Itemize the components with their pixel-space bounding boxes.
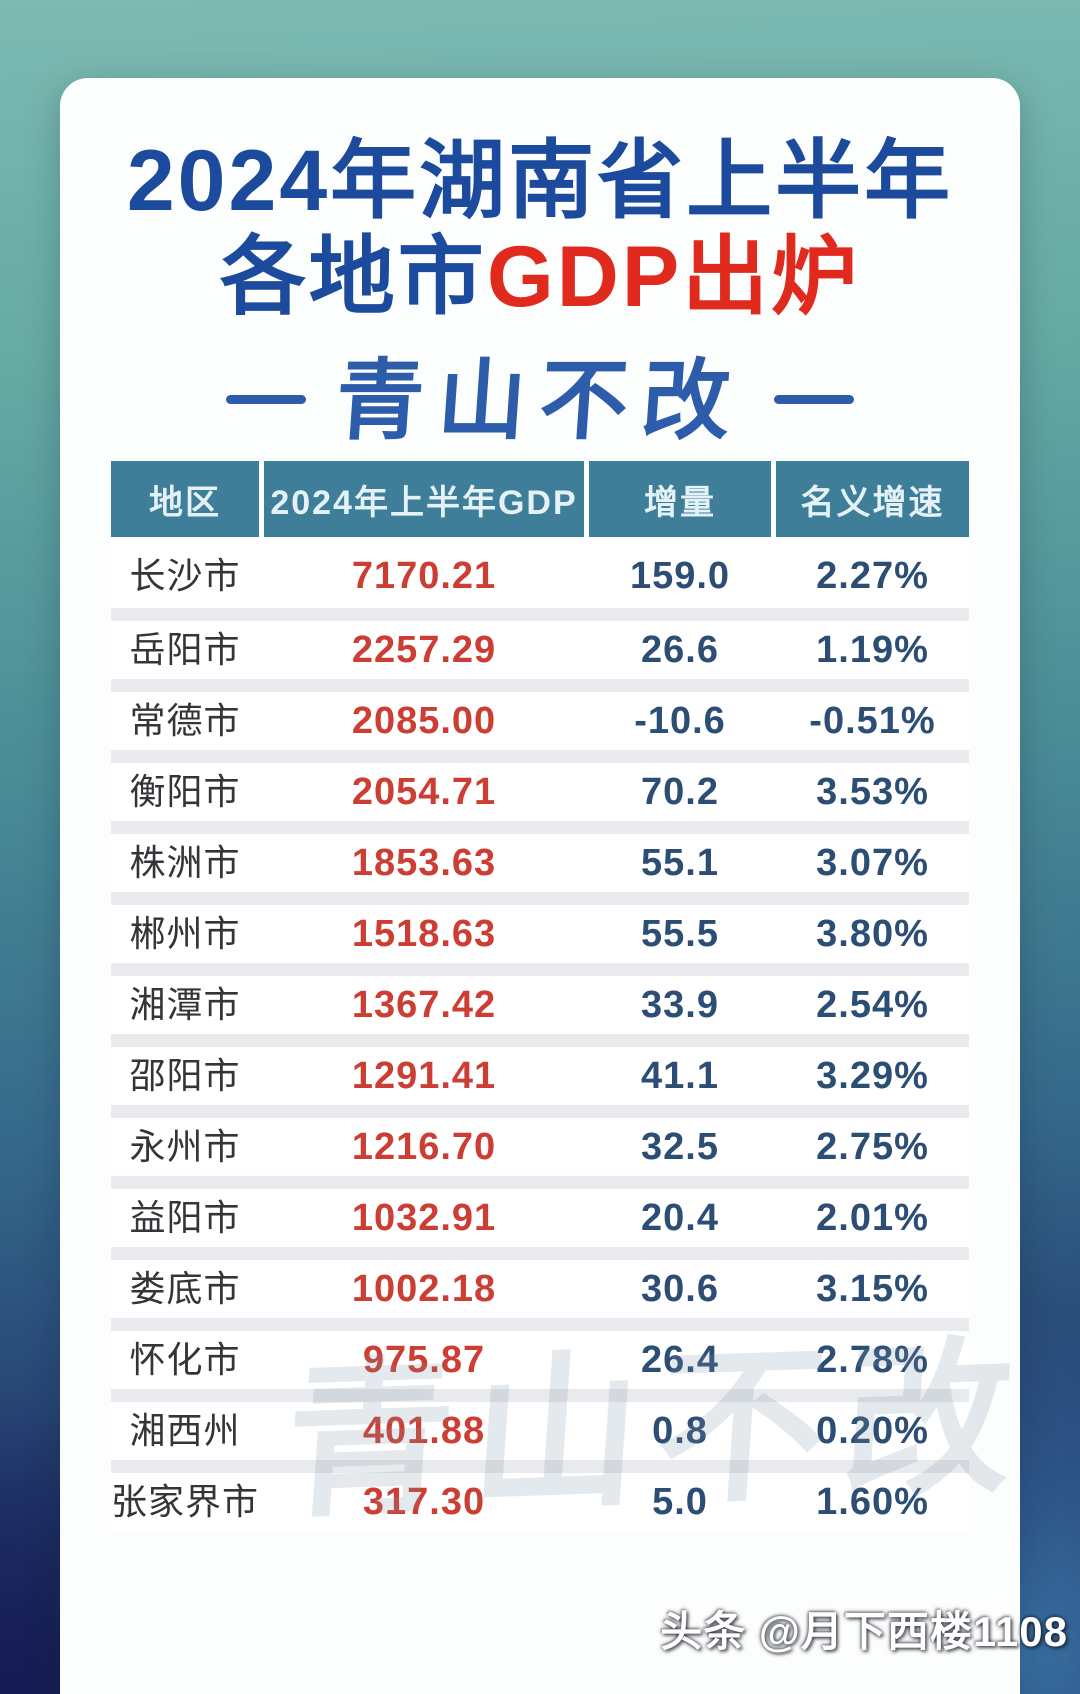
region-cell: 怀化市 <box>129 1339 241 1380</box>
region-cell: 邵阳市 <box>129 1055 241 1096</box>
table-row: 株洲市 1853.63 55.1 3.07% <box>111 834 969 892</box>
gdp-cell: 7170.21 <box>351 554 497 597</box>
table-row: 衡阳市 2054.71 70.2 3.53% <box>111 763 969 821</box>
table-row: 湘潭市 1367.42 33.9 2.54% <box>111 976 969 1034</box>
growth-cell: 2.54% <box>816 984 929 1026</box>
table-row: 湘西州 401.88 0.8 0.20% <box>111 1402 969 1460</box>
growth-cell: 3.53% <box>816 771 929 813</box>
table-row: 怀化市 975.87 26.4 2.78% <box>111 1331 969 1389</box>
region-cell: 长沙市 <box>129 554 241 596</box>
growth-cell: 1.19% <box>816 629 929 671</box>
growth-cell: 2.75% <box>816 1126 929 1168</box>
delta-cell: 26.4 <box>641 1339 719 1381</box>
gdp-cell: 2257.29 <box>351 629 497 671</box>
delta-cell: 70.2 <box>641 771 719 813</box>
gdp-cell: 975.87 <box>362 1339 486 1381</box>
gdp-cell: 317.30 <box>362 1481 486 1523</box>
growth-cell: -0.51% <box>809 700 936 742</box>
growth-cell: 3.15% <box>816 1268 929 1310</box>
delta-cell: 26.6 <box>641 629 719 671</box>
region-cell: 湘潭市 <box>129 984 241 1025</box>
page-title-line2-red: GDP出炉 <box>486 229 861 325</box>
page-title-line1: 2024年湖南省上半年 <box>126 133 954 229</box>
table-row: 长沙市 7170.21 159.0 2.27% <box>111 537 969 608</box>
column-header-delta: 增量 <box>589 461 771 537</box>
table-row: 娄底市 1002.18 30.6 3.15% <box>111 1260 969 1318</box>
column-header-growth: 名义增速 <box>776 461 969 537</box>
motto-row: 青山不改 <box>60 347 1020 452</box>
region-cell: 郴州市 <box>129 913 241 954</box>
gdp-cell: 1518.63 <box>351 913 497 955</box>
delta-cell: 41.1 <box>641 1055 719 1097</box>
region-cell: 岳阳市 <box>129 629 241 670</box>
delta-cell: 33.9 <box>641 984 719 1026</box>
table-row: 郴州市 1518.63 55.5 3.80% <box>111 905 969 963</box>
growth-cell: 3.80% <box>816 913 929 955</box>
delta-cell: 30.6 <box>641 1268 719 1310</box>
growth-cell: 3.29% <box>816 1055 929 1097</box>
infographic-card: 2024年湖南省上半年 各地市GDP出炉 青山不改 地区 2024年上半年GDP… <box>60 78 1037 1694</box>
table-row: 益阳市 1032.91 20.4 2.01% <box>111 1189 969 1247</box>
gdp-cell: 1291.41 <box>351 1055 497 1097</box>
motto-right-dash <box>774 395 854 404</box>
gdp-cell: 2085.00 <box>351 700 497 742</box>
delta-cell: 20.4 <box>641 1197 719 1239</box>
delta-cell: 159.0 <box>629 554 731 597</box>
gdp-cell: 1367.42 <box>351 984 497 1026</box>
gdp-cell: 2054.71 <box>351 771 497 813</box>
region-cell: 娄底市 <box>129 1268 241 1309</box>
gdp-cell: 1002.18 <box>351 1268 497 1310</box>
delta-cell: 5.0 <box>652 1481 708 1523</box>
author-watermark: 头条 @月下西楼1108 <box>660 1608 1068 1655</box>
region-cell: 湘西州 <box>129 1410 241 1451</box>
region-cell: 张家界市 <box>111 1481 260 1522</box>
gdp-cell: 1853.63 <box>351 842 497 884</box>
growth-cell: 3.07% <box>816 842 929 884</box>
table-row: 张家界市 317.30 5.0 1.60% <box>111 1473 969 1531</box>
delta-cell: 0.8 <box>652 1410 708 1452</box>
gdp-table: 地区 2024年上半年GDP 增量 名义增速 长沙市 7170.21 159.0 2.… <box>111 461 1037 1542</box>
region-cell: 益阳市 <box>129 1197 241 1238</box>
gdp-cell: 1032.91 <box>351 1197 497 1239</box>
delta-cell: 32.5 <box>641 1126 719 1168</box>
region-cell: 常德市 <box>129 700 241 741</box>
growth-cell: 0.20% <box>816 1410 929 1452</box>
table-row: 岳阳市 2257.29 26.6 1.19% <box>111 621 969 679</box>
motto-text: 青山不改 <box>332 347 748 452</box>
growth-cell: 2.27% <box>816 554 929 597</box>
table-body: 长沙市 7170.21 159.0 2.27% 岳阳市 2257.29 26.6 1.19% 常… <box>111 537 969 1531</box>
table-row: 永州市 1216.70 32.5 2.75% <box>111 1118 969 1176</box>
region-cell: 衡阳市 <box>129 771 241 812</box>
gdp-cell: 1216.70 <box>351 1126 497 1168</box>
growth-cell: 2.78% <box>816 1339 929 1381</box>
table-row: 邵阳市 1291.41 41.1 3.29% <box>111 1047 969 1105</box>
table-row: 常德市 2085.00 -10.6 -0.51% <box>111 692 969 750</box>
gdp-cell: 401.88 <box>362 1410 486 1452</box>
page-title-line2-blue: 各地市 <box>219 229 487 325</box>
region-cell: 株洲市 <box>129 842 241 883</box>
region-cell: 永州市 <box>129 1126 241 1167</box>
table-header: 地区 2024年上半年GDP 增量 名义增速 <box>111 461 969 537</box>
delta-cell: -10.6 <box>634 700 726 742</box>
delta-cell: 55.5 <box>641 913 719 955</box>
page-title-line2: 各地市GDP出炉 <box>60 234 1020 320</box>
column-header-gdp: 2024年上半年GDP <box>264 461 584 537</box>
column-header-region: 地区 <box>111 461 259 537</box>
growth-cell: 2.01% <box>816 1197 929 1239</box>
growth-cell: 1.60% <box>816 1481 929 1523</box>
delta-cell: 55.1 <box>641 842 719 884</box>
motto-left-dash <box>225 395 306 404</box>
